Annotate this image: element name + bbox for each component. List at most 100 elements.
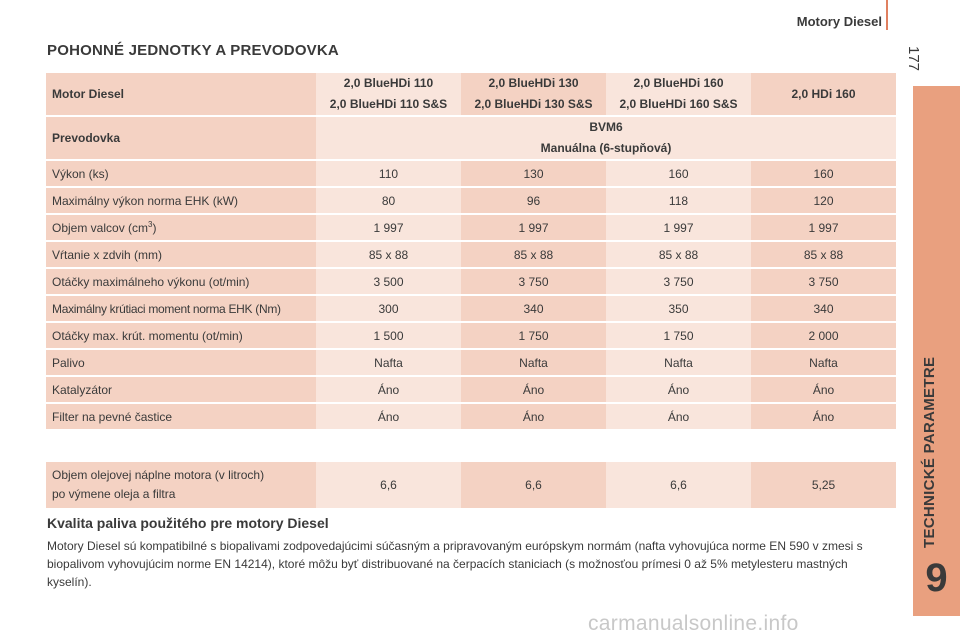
oil-value: 6,6	[316, 462, 461, 508]
row-value: Áno	[606, 377, 751, 404]
row-value: 1 997	[606, 215, 751, 242]
gearbox-label: Prevodovka	[46, 117, 316, 161]
row-label: Otáčky maximálneho výkonu (ot/min)	[46, 269, 316, 296]
chapter-number: 9	[925, 556, 948, 600]
gearbox-value: BVM6 Manuálna (6-stupňová)	[316, 117, 896, 161]
row-value: Nafta	[606, 350, 751, 377]
table-row: Vŕtanie x zdvih (mm) 85 x 88 85 x 88 85 …	[46, 242, 896, 269]
row-value: Áno	[316, 377, 461, 404]
row-value: 1 750	[606, 323, 751, 350]
table-row: Výkon (ks) 110 130 160 160	[46, 161, 896, 188]
row-label-suffix: )	[152, 221, 157, 235]
row-label: Maximálny výkon norma EHK (kW)	[46, 188, 316, 215]
row-label: Maximálny krútiaci moment norma EHK (Nm)	[46, 296, 316, 323]
row-label: Filter na pevné častice	[46, 404, 316, 431]
row-value: 96	[461, 188, 606, 215]
row-value: Áno	[461, 377, 606, 404]
row-value: 300	[316, 296, 461, 323]
table-row: Otáčky max. krút. momentu (ot/min) 1 500…	[46, 323, 896, 350]
oil-value: 5,25	[751, 462, 896, 508]
row-value: 85 x 88	[751, 242, 896, 269]
row-value: 340	[461, 296, 606, 323]
row-label-text: Objem valcov (cm	[52, 221, 149, 235]
row-value: Nafta	[316, 350, 461, 377]
engine-header-cell: 2,0 BlueHDi 130 2,0 BlueHDi 130 S&S	[461, 73, 606, 117]
table-header-row: Motor Diesel 2,0 BlueHDi 110 2,0 BlueHDi…	[46, 73, 896, 117]
engine-header-cell: 2,0 BlueHDi 110 2,0 BlueHDi 110 S&S	[316, 73, 461, 117]
header-label-cell: Motor Diesel	[46, 73, 316, 117]
row-value: 350	[606, 296, 751, 323]
engine-header-cell: 2,0 HDi 160	[751, 73, 896, 117]
row-value: 3 500	[316, 269, 461, 296]
row-value: 110	[316, 161, 461, 188]
table-row: Otáčky maximálneho výkonu (ot/min) 3 500…	[46, 269, 896, 296]
gearbox-type: Manuálna (6-stupňová)	[540, 141, 672, 155]
row-label: Otáčky max. krút. momentu (ot/min)	[46, 323, 316, 350]
row-label: Vŕtanie x zdvih (mm)	[46, 242, 316, 269]
row-value: 85 x 88	[316, 242, 461, 269]
row-value: 1 997	[316, 215, 461, 242]
engine-name: 2,0 BlueHDi 130	[488, 76, 579, 90]
header-divider	[886, 0, 888, 30]
gearbox-code: BVM6	[589, 120, 623, 134]
engine-name-ss: 2,0 BlueHDi 130 S&S	[474, 97, 593, 111]
chapter-side-tab	[913, 86, 960, 616]
row-value: 160	[606, 161, 751, 188]
row-value: Áno	[606, 404, 751, 431]
row-label: Výkon (ks)	[46, 161, 316, 188]
engine-name-ss: 2,0 BlueHDi 110 S&S	[329, 97, 448, 111]
table-row: Maximálny výkon norma EHK (kW) 80 96 118…	[46, 188, 896, 215]
engine-spec-table: Motor Diesel 2,0 BlueHDi 110 2,0 BlueHDi…	[46, 73, 896, 431]
row-value: 130	[461, 161, 606, 188]
table-row: Objem olejovej náplne motora (v litroch)…	[46, 462, 896, 508]
row-value: 3 750	[606, 269, 751, 296]
row-value: 1 997	[461, 215, 606, 242]
row-label: Katalyzátor	[46, 377, 316, 404]
row-value: 160	[751, 161, 896, 188]
engine-name: 2,0 BlueHDi 110	[343, 76, 434, 90]
row-value: 85 x 88	[606, 242, 751, 269]
table-row: Katalyzátor Áno Áno Áno Áno	[46, 377, 896, 404]
row-value: 120	[751, 188, 896, 215]
row-value: 2 000	[751, 323, 896, 350]
row-value: 1 500	[316, 323, 461, 350]
oil-capacity-table: Objem olejovej náplne motora (v litroch)…	[46, 462, 896, 508]
watermark: carmanualsonline.info	[588, 612, 799, 635]
row-value: Áno	[751, 404, 896, 431]
row-value: 118	[606, 188, 751, 215]
section-title: POHONNÉ JEDNOTKY A PREVODOVKA	[47, 42, 339, 59]
oil-value: 6,6	[461, 462, 606, 508]
row-label: Palivo	[46, 350, 316, 377]
oil-label: Objem olejovej náplne motora (v litroch)…	[46, 462, 316, 508]
row-label: Objem valcov (cm3)	[46, 215, 316, 242]
row-value: 340	[751, 296, 896, 323]
oil-label-line: Objem olejovej náplne motora (v litroch)	[52, 468, 265, 482]
running-header-title: Motory Diesel	[796, 14, 882, 29]
table-row: Palivo Nafta Nafta Nafta Nafta	[46, 350, 896, 377]
row-value: 3 750	[751, 269, 896, 296]
oil-value: 6,6	[606, 462, 751, 508]
row-value: Áno	[751, 377, 896, 404]
table-row: Objem valcov (cm3) 1 997 1 997 1 997 1 9…	[46, 215, 896, 242]
row-value: Áno	[316, 404, 461, 431]
row-value: 1 997	[751, 215, 896, 242]
engine-name-ss: 2,0 BlueHDi 160 S&S	[619, 97, 738, 111]
page-number: 177	[905, 46, 922, 72]
chapter-side-label: TECHNICKÉ PARAMETRE	[921, 356, 938, 548]
gearbox-row: Prevodovka BVM6 Manuálna (6-stupňová)	[46, 117, 896, 161]
row-value: Nafta	[461, 350, 606, 377]
table-row: Maximálny krútiaci moment norma EHK (Nm)…	[46, 296, 896, 323]
oil-label-line: po výmene oleja a filtra	[52, 487, 176, 501]
row-label-superscript: 3	[148, 220, 153, 229]
fuel-quality-title: Kvalita paliva použitého pre motory Dies…	[47, 515, 329, 531]
fuel-quality-text: Motory Diesel sú kompatibilné s biopaliv…	[47, 539, 863, 589]
engine-name: 2,0 HDi 160	[791, 86, 856, 101]
engine-header-cell: 2,0 BlueHDi 160 2,0 BlueHDi 160 S&S	[606, 73, 751, 117]
table-row: Filter na pevné častice Áno Áno Áno Áno	[46, 404, 896, 431]
row-value: 80	[316, 188, 461, 215]
row-value: 85 x 88	[461, 242, 606, 269]
row-value: 3 750	[461, 269, 606, 296]
row-value: Áno	[461, 404, 606, 431]
row-value: Nafta	[751, 350, 896, 377]
row-value: 1 750	[461, 323, 606, 350]
